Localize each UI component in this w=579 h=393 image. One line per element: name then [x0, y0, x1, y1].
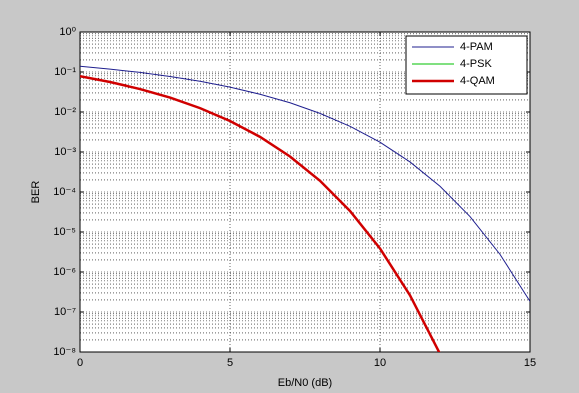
x-tick-label: 5	[227, 357, 233, 369]
x-tick-label: 15	[524, 357, 536, 369]
series-line	[80, 65, 530, 302]
y-tick-label: 10⁻³	[54, 146, 76, 158]
y-tick-label: 10⁻⁸	[53, 346, 76, 358]
legend-box	[405, 35, 528, 95]
y-tick-label: 10⁻⁶	[53, 266, 76, 278]
legend-label: 4-PSK	[460, 58, 492, 70]
y-tick-label: 10⁻¹	[54, 66, 76, 78]
x-tick-label: 10	[374, 357, 386, 369]
y-tick-label: 10⁰	[59, 26, 76, 38]
y-axis-label: BER	[30, 181, 42, 204]
y-tick-label: 10⁻⁴	[53, 186, 76, 198]
series-line	[80, 74, 441, 352]
x-tick-label: 0	[77, 357, 83, 369]
legend-label: 4-QAM	[460, 75, 495, 87]
y-tick-label: 10⁻²	[54, 106, 76, 118]
y-tick-label: 10⁻⁵	[53, 226, 76, 238]
legend-label: 4-PAM	[460, 41, 493, 53]
plot-frame	[79, 31, 531, 353]
x-axis-label: Eb/N0 (dB)	[278, 377, 332, 389]
y-tick-label: 10⁻⁷	[54, 306, 76, 318]
